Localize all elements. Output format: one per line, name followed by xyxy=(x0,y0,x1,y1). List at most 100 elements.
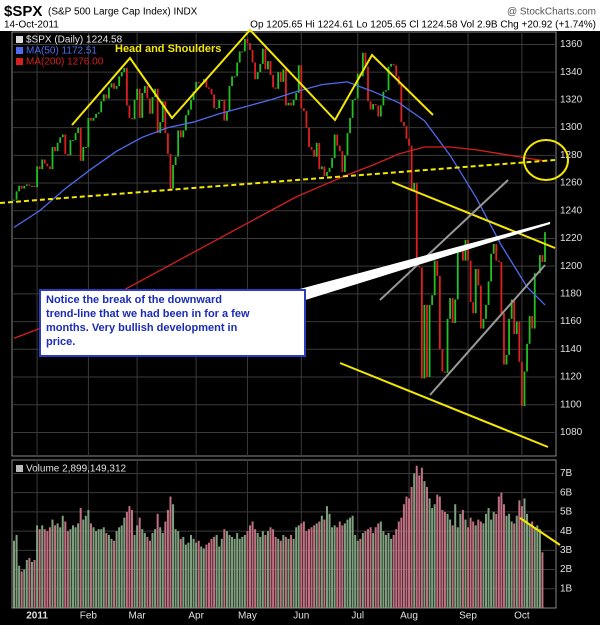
candle xyxy=(246,38,249,44)
candle xyxy=(36,166,38,188)
candle xyxy=(482,318,485,329)
candle xyxy=(500,262,503,314)
volume-bar xyxy=(82,519,85,608)
volume-bar xyxy=(249,525,251,608)
volume-bar xyxy=(349,517,352,608)
x-tick-label: Apr xyxy=(188,611,204,622)
volume-bar xyxy=(15,534,18,608)
volume-bar xyxy=(497,496,500,608)
volume-bar xyxy=(472,521,475,608)
candle xyxy=(392,63,395,66)
volume-bar xyxy=(451,525,454,608)
volume-bar xyxy=(436,494,439,608)
y-tick-label: 2B xyxy=(560,564,573,575)
candle xyxy=(243,38,246,52)
volume-bar xyxy=(125,511,128,608)
candle xyxy=(208,87,210,89)
volume-bar xyxy=(36,525,39,608)
candle xyxy=(477,268,480,286)
candle xyxy=(521,361,523,407)
y-tick-label: 1080 xyxy=(560,427,583,438)
volume-bar xyxy=(443,511,446,608)
candle xyxy=(31,185,33,187)
y-tick-label: 1120 xyxy=(560,372,582,383)
candle xyxy=(354,98,357,100)
chart-title: $SPX xyxy=(4,3,42,20)
candle xyxy=(151,97,154,114)
candle xyxy=(167,133,169,154)
volume-bar xyxy=(284,536,287,608)
volume-bar xyxy=(300,523,303,608)
candle xyxy=(261,48,264,64)
candle xyxy=(215,108,218,110)
y-tick-label: 7B xyxy=(560,468,573,479)
candle xyxy=(269,61,272,75)
x-tick-label: 2011 xyxy=(26,611,48,622)
candle xyxy=(108,87,110,99)
volume-bar xyxy=(446,513,449,608)
volume-bar xyxy=(148,540,151,608)
candle xyxy=(451,298,454,323)
volume-bar xyxy=(441,509,444,608)
y-tick-label: 1160 xyxy=(560,316,582,327)
volume-bar xyxy=(172,504,175,608)
candle xyxy=(77,127,80,134)
candle xyxy=(456,252,459,300)
candle xyxy=(79,127,82,161)
neckline xyxy=(0,159,556,204)
volume-bar xyxy=(438,496,441,608)
marks xyxy=(13,38,546,608)
volume-bar xyxy=(325,506,328,608)
volume-bar xyxy=(323,519,326,608)
volume-bar xyxy=(390,538,393,608)
volume-bar xyxy=(195,542,198,608)
candle xyxy=(20,185,23,189)
volume-bar xyxy=(182,536,185,608)
volume-bar xyxy=(120,525,123,608)
volume-bar xyxy=(379,521,382,608)
candle xyxy=(400,84,403,123)
volume-bar xyxy=(515,515,518,608)
volume-bar xyxy=(202,548,205,608)
callout-text: price. xyxy=(46,336,75,348)
date: 14-Oct-2011 xyxy=(4,20,59,31)
candle xyxy=(164,101,167,134)
candle xyxy=(192,91,195,100)
candle xyxy=(474,268,477,314)
volume-bar xyxy=(292,538,295,608)
candle xyxy=(84,147,87,149)
candle xyxy=(495,244,498,261)
volume-bar xyxy=(477,519,480,608)
candle xyxy=(223,99,226,121)
candle xyxy=(51,147,54,170)
candle xyxy=(92,117,95,121)
volume-bar xyxy=(97,529,100,608)
volume-bar xyxy=(161,533,164,608)
candle xyxy=(497,260,500,263)
volume-bar xyxy=(23,569,26,608)
volume-bar xyxy=(190,534,192,608)
candle xyxy=(136,88,139,100)
candle xyxy=(43,159,46,164)
candle xyxy=(385,90,387,92)
volume-bar xyxy=(259,536,262,608)
volume-bar xyxy=(482,523,485,608)
volume-bar xyxy=(485,513,487,608)
volume-bar xyxy=(33,559,36,608)
volume-bar xyxy=(41,525,44,608)
candle xyxy=(528,316,531,344)
volume-bar xyxy=(461,509,464,608)
x-tick-label: Mar xyxy=(129,611,147,622)
volume-bar xyxy=(346,519,349,608)
candle xyxy=(256,72,259,80)
candle xyxy=(302,108,305,111)
candle xyxy=(54,147,56,152)
volume-bar xyxy=(418,475,421,608)
volume-bar xyxy=(256,533,259,608)
volume-bar xyxy=(187,542,190,608)
volume-bar xyxy=(402,504,405,608)
volume-bar xyxy=(454,504,457,608)
x-tick-label: May xyxy=(238,611,257,622)
candle xyxy=(390,63,392,67)
candle xyxy=(431,295,434,305)
